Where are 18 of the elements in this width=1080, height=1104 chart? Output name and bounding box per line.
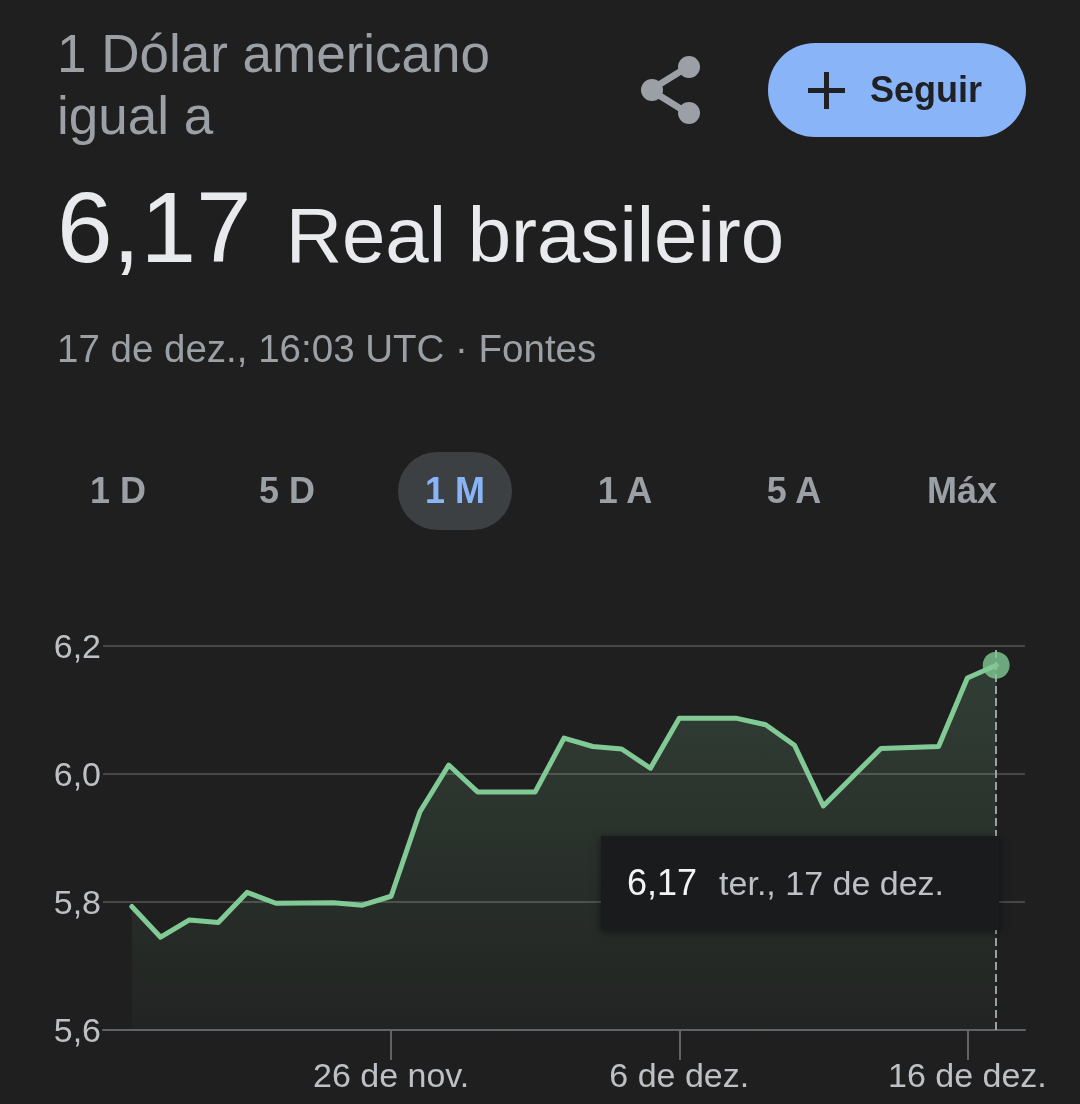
y-tick-label: 5,8 [53, 883, 101, 921]
x-tick-label: 26 de nov. [312, 1056, 470, 1094]
x-tick-label: 6 de dez. [609, 1056, 750, 1094]
chart-title: 1 Dólar americano igual a [57, 23, 492, 147]
follow-button: Seguir [768, 43, 1026, 137]
chart-subtitle: 6,17 Real brasileiro [57, 171, 785, 283]
y-tick-label: 6,0 [53, 755, 101, 793]
text: 17 de dez., 16:03 UTC · Fontes [57, 327, 597, 371]
tab: Máx [905, 452, 1019, 530]
annotation: 6,17 ter., 17 de dez. [627, 862, 945, 904]
tab: 5 D [230, 452, 344, 530]
tab: 1 D [61, 452, 175, 530]
y-tick-label: 5,6 [53, 1011, 101, 1049]
y-tick-label: 6,2 [53, 627, 101, 665]
tab: 1 M [398, 452, 512, 530]
x-tick-label: 16 de dez. [887, 1056, 1047, 1094]
tab: 1 A [568, 452, 682, 530]
tab: 5 A [737, 452, 851, 530]
